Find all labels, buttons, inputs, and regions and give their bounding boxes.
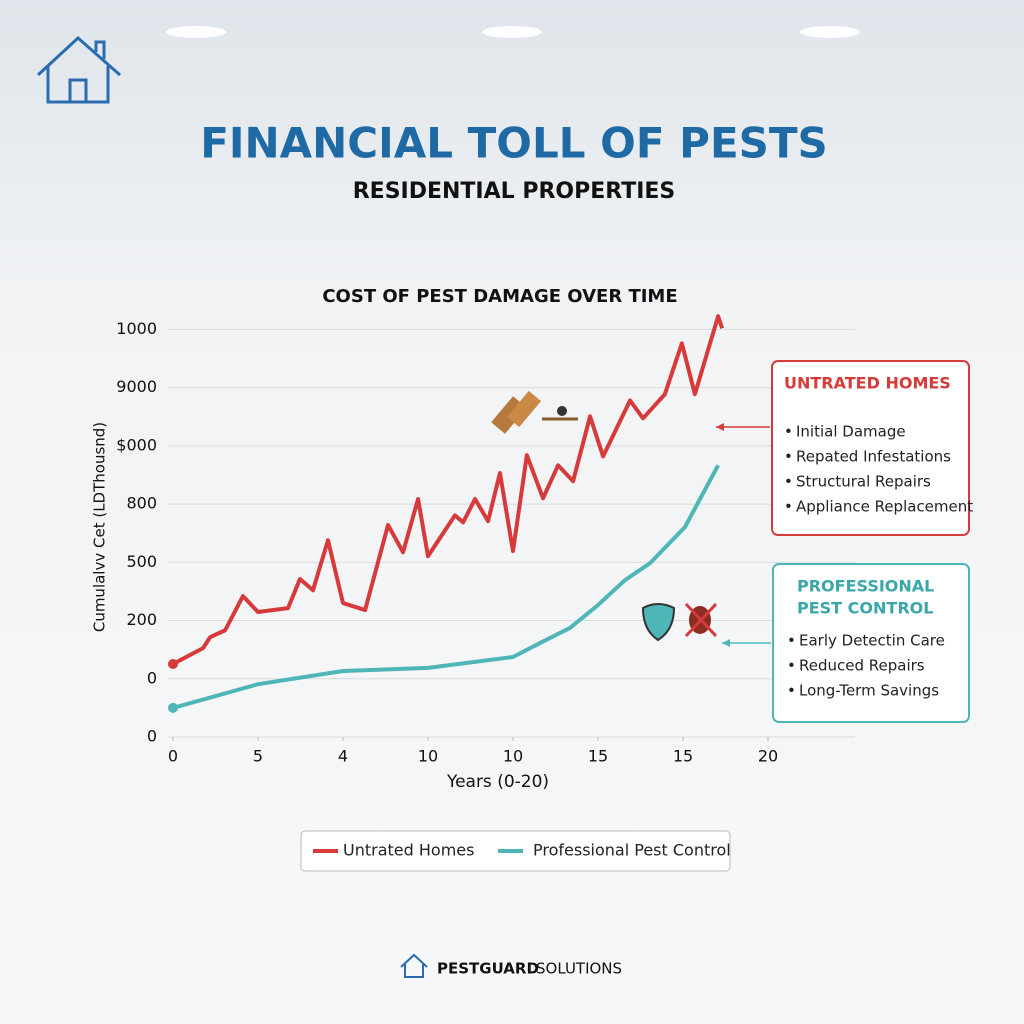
x-tick-label: 0 xyxy=(168,747,178,766)
y-tick-label: 0 xyxy=(147,727,157,746)
annotation-item: Repated Infestations xyxy=(796,448,951,466)
annotation-item: Long-Term Savings xyxy=(799,682,939,700)
legend-label: Untrated Homes xyxy=(343,841,474,860)
annotation-item: Appliance Replacement xyxy=(796,498,973,516)
point-marker xyxy=(168,659,178,670)
legend-label: Professional Pest Control xyxy=(533,841,731,860)
footer-brand: PESTGUARD xyxy=(437,960,539,978)
annotation-bullet: • xyxy=(784,448,793,466)
title: FINANCIAL TOLL OF PESTS xyxy=(200,119,828,168)
footer-logo xyxy=(400,953,428,978)
x-tick-label: 5 xyxy=(253,747,263,766)
shield-bug-icon xyxy=(641,602,718,642)
subtitle: RESIDENTIAL PROPERTIES xyxy=(353,179,676,204)
series-line xyxy=(172,464,720,710)
series-line xyxy=(172,314,724,666)
ceiling-light xyxy=(482,26,542,38)
y-tick-label: 200 xyxy=(126,610,157,629)
annotation-item: Structural Repairs xyxy=(796,473,931,491)
annotation-bullet: • xyxy=(787,657,796,675)
annotation-box xyxy=(772,563,970,723)
annotation-item: Reduced Repairs xyxy=(799,657,925,675)
x-axis-label: Years (0-20) xyxy=(446,772,549,792)
ceiling-light xyxy=(166,26,226,38)
annotation-title: PROFESSIONAL xyxy=(797,577,934,596)
wood-icon xyxy=(491,390,578,434)
legend-items: Untrated Homes Professional Pest Control xyxy=(313,841,731,860)
footer-brand: SOLUTIONS xyxy=(536,960,622,978)
annotation-bullet: • xyxy=(784,473,793,491)
point-marker xyxy=(168,702,178,713)
annotation-arrow-head xyxy=(716,423,724,431)
y-tick-label: $000 xyxy=(116,435,157,454)
annotation-title: UNTRATED HOMES xyxy=(784,374,951,393)
ceiling-light xyxy=(800,26,860,38)
chart-title: COST OF PEST DAMAGE OVER TIME xyxy=(322,286,677,307)
annotation-title: PEST CONTROL xyxy=(797,599,933,618)
annotation-box xyxy=(771,360,970,536)
y-tick-label: 800 xyxy=(126,494,157,513)
y-tick-label: 9000 xyxy=(116,377,157,396)
x-tick-label: 20 xyxy=(758,747,778,766)
x-tick-label: 10 xyxy=(503,747,523,766)
y-tick-label: 0 xyxy=(147,668,157,687)
x-tick-label: 10 xyxy=(418,747,438,766)
y-tick-label: 1000 xyxy=(116,319,157,338)
annotation-item: Early Detectin Care xyxy=(799,632,945,650)
x-tick-label: 4 xyxy=(338,747,348,766)
annotation-bullet: • xyxy=(787,632,796,650)
house-logo xyxy=(36,35,121,104)
annotation-bullet: • xyxy=(784,423,793,441)
x-tick-label: 15 xyxy=(588,747,608,766)
y-axis-label: Cumulalvv Cet (LDThousnd) xyxy=(91,422,109,632)
annotation-bullet: • xyxy=(787,682,796,700)
annotation-arrow-head xyxy=(722,639,730,647)
y-tick-label: 500 xyxy=(126,552,157,571)
annotation-item: Initial Damage xyxy=(796,423,906,441)
x-tick-label: 15 xyxy=(673,747,693,766)
annotation-bullet: • xyxy=(784,498,793,516)
